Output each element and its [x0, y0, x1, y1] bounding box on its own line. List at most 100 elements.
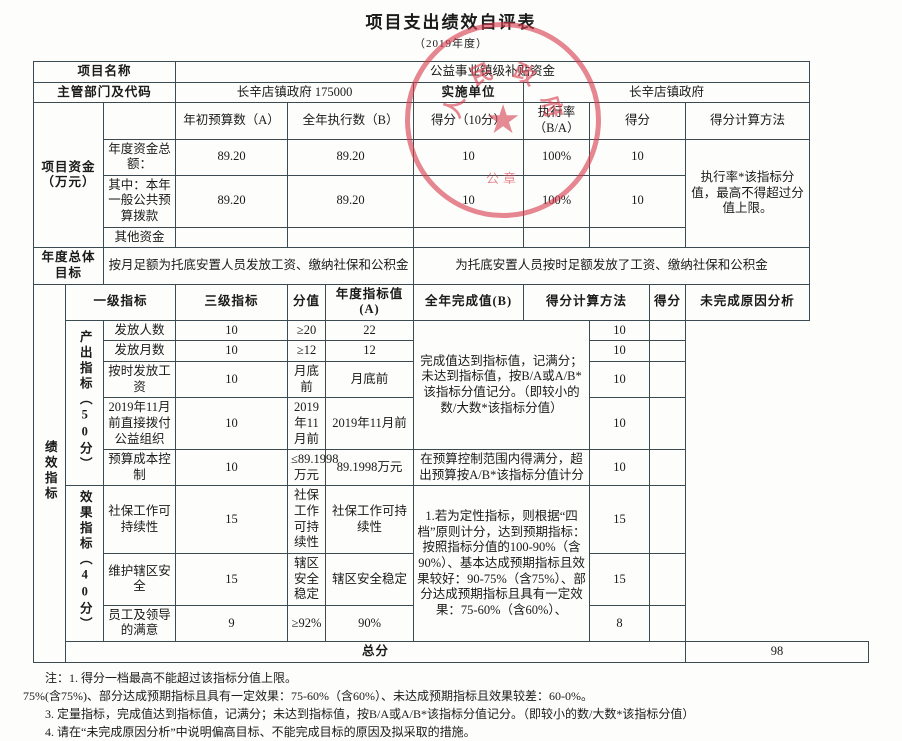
perf-indicator: 预算成本控制 — [102, 449, 177, 487]
fund-score-value: 10 — [589, 138, 687, 176]
fund-score10-value — [413, 226, 525, 249]
perf-col-reason: 未完成原因分析 — [685, 283, 811, 321]
table-row-perf-output-5: 预算成本控制 10 ≤89.1998万元 89.1998万元 在预算控制范围内得… — [34, 449, 869, 487]
perf-points: 9 — [175, 604, 289, 643]
perf-actual: 月底前 — [325, 360, 415, 399]
table-row-fund-total: 年度资金总额： 89.20 89.20 10 100% 10 执行率*该指标分值… — [34, 138, 869, 249]
perf-reason — [649, 360, 687, 399]
perf-score: 15 — [589, 485, 651, 554]
perf-reason — [649, 485, 687, 554]
fund-row-name: 年度资金总额： — [102, 138, 177, 176]
fund-col-score10: 得分（10分） — [413, 102, 525, 140]
fund-score-value: 10 — [589, 174, 687, 228]
department-value: 长辛店镇政府 175000 — [175, 81, 415, 104]
perf-col-level1: 一级指标 — [64, 283, 177, 321]
perf-score: 10 — [589, 397, 651, 451]
fund-col-budget: 年初预算数（A） — [175, 102, 289, 140]
perf-formula-cost: 在预算控制范围内得满分，超出预算按A/B*该指标分值计分 — [413, 449, 591, 487]
note-line-2: 75%(含75%)、部分达成预期指标且具有一定效果：75-60%（含60%）、未… — [23, 688, 593, 703]
table-row-perf-header: 绩效指标 一级指标 三级指标 分值 年度指标值(A) 全年完成值(B) 得分计算… — [33, 283, 869, 663]
page-subtitle: （2019年度） — [414, 38, 488, 50]
perf-reason — [649, 397, 687, 451]
perf-formula-output: 完成值达到指标值，记满分；未达到指标值，按B/A或A/B*该指标分值记分。（即较… — [413, 319, 591, 451]
perf-target: ≥92% — [287, 604, 327, 643]
perf-points: 10 — [175, 319, 289, 342]
perf-indicator: 2019年11月前直接拨付公益组织 — [102, 397, 177, 451]
perf-reason — [649, 604, 687, 643]
perf-actual: 12 — [325, 340, 415, 362]
fund-rate-value: 100% — [523, 174, 591, 228]
perf-points: 10 — [175, 340, 289, 362]
note-line-1: 注：1. 得分一档最高不能超过该指标分值上限。 — [45, 670, 298, 685]
note-line-3: 3. 定量指标，完成值达到指标值，记满分；未达到指标值，按B/A或A/B*该指标… — [45, 706, 695, 721]
fund-score-value — [589, 226, 687, 249]
perf-col-score: 得分 — [649, 283, 687, 321]
fund-score10-value: 10 — [413, 138, 525, 176]
perf-actual: 89.1998万元 — [325, 449, 415, 487]
perf-col-points: 分值 — [287, 283, 327, 321]
perf-points: 10 — [175, 397, 289, 451]
perf-reason — [649, 319, 687, 342]
fund-executed-value — [287, 226, 415, 249]
footer-notes: 注：1. 得分一档最高不能超过该指标分值上限。 75%(含75%)、部分达成预期… — [23, 669, 879, 741]
table-row-perf-effect-3: 员工及领导的满意 9 ≥92% 90% 8 — [34, 604, 869, 643]
total-label: 总分 — [64, 641, 687, 663]
perf-target: ≥12 — [287, 340, 327, 362]
note-line-4: 4. 请在“未完成原因分析”中说明偏高目标、不能完成目标的原因及拟采取的措施。 — [45, 724, 476, 739]
implementing-unit-value: 长辛店镇政府 — [523, 81, 811, 104]
perf-actual: 社保工作可持续性 — [325, 485, 415, 554]
fund-col-score: 得分 — [589, 102, 687, 140]
perf-points: 15 — [175, 485, 289, 554]
perf-indicator: 维护辖区安全 — [102, 552, 177, 606]
annual-goal-label: 年度总体目标 — [33, 247, 104, 285]
perf-indicator: 员工及领导的满意 — [102, 604, 177, 643]
perf-side-label: 绩效指标 — [33, 283, 66, 663]
table-row-fund-header: 项目资金（万元） 年初预算数（A） 全年执行数（B） 得分（10分） 执行率（B… — [33, 102, 869, 249]
fund-row-name: 其中：本年一般公共预算拨款 — [102, 174, 177, 228]
project-name-value: 公益事业镇级补贴资金 — [175, 61, 811, 83]
perf-col-actual: 全年完成值(B) — [413, 283, 525, 321]
fund-row-name: 其他资金 — [102, 226, 177, 249]
perf-reason — [649, 340, 687, 362]
table-row-total: 总分 98 — [34, 641, 869, 663]
table-row-perf-output-4: 2019年11月前直接拨付公益组织 10 2019年11月前 2019年11月前… — [34, 397, 869, 451]
table-row-fund-public-budget: 其中：本年一般公共预算拨款 89.20 89.20 10 100% 10 — [34, 174, 869, 228]
document-page: 项目支出绩效自评表 （2019年度） ★ 公章 人民政府 项目名称 公益事业镇级… — [23, 13, 869, 739]
perf-target: 辖区安全稳定 — [287, 552, 327, 606]
fund-score10-value: 10 — [413, 174, 525, 228]
project-name-label: 项目名称 — [32, 61, 177, 83]
page-title: 项目支出绩效自评表 — [365, 13, 537, 32]
annual-goal-target: 按月足额为托底安置人员发放工资、缴纳社保和公积金 — [102, 247, 415, 285]
perf-indicator: 社保工作可持续性 — [102, 485, 177, 554]
total-value: 98 — [685, 641, 869, 663]
perf-col-target: 年度指标值(A) — [325, 283, 415, 321]
perf-score: 8 — [589, 604, 651, 643]
perf-score: 15 — [589, 552, 651, 606]
perf-score: 10 — [589, 449, 651, 487]
perf-score: 10 — [589, 340, 651, 362]
table-row-perf-effect-1: 效果指标（40分） 社保工作可持续性 15 社保工作可持续性 社保工作可持续性 … — [34, 485, 869, 642]
perf-points: 15 — [175, 552, 289, 606]
fund-budget-value — [175, 226, 289, 249]
table-row-perf-output-1: 产出指标（50分） 发放人数 10 ≥20 22 完成值达到指标值，记满分；未达… — [34, 319, 869, 487]
department-label: 主管部门及代码 — [32, 81, 177, 104]
fund-budget-value: 89.20 — [175, 174, 289, 228]
fund-formula-text: 执行率*该指标分值，最高不得超过分值上限。 — [685, 138, 811, 249]
fund-col-rate: 执行率（B/A） — [523, 102, 591, 140]
fund-col-method: 得分计算方法 — [685, 102, 811, 140]
perf-reason — [649, 449, 687, 487]
perf-group-label-output: 产出指标（50分） — [65, 319, 104, 487]
annual-goal-actual: 为托底安置人员按时足额发放了工资、缴纳社保和公积金 — [413, 247, 811, 285]
perf-target: 社保工作可持续性 — [287, 485, 327, 554]
fund-executed-value: 89.20 — [287, 138, 415, 176]
fund-executed-value: 89.20 — [287, 174, 415, 228]
perf-target: 月底前 — [287, 360, 327, 399]
perf-actual: 90% — [325, 604, 415, 643]
fund-rate-value: 100% — [523, 138, 591, 176]
fund-section-label: 项目资金（万元） — [33, 102, 104, 249]
perf-indicator: 按时发放工资 — [102, 360, 177, 399]
perf-score: 10 — [589, 319, 651, 342]
perf-score: 10 — [589, 360, 651, 399]
table-row-project-name: 项目名称 公益事业镇级补贴资金 — [32, 61, 869, 83]
implementing-unit-label: 实施单位 — [413, 81, 525, 104]
